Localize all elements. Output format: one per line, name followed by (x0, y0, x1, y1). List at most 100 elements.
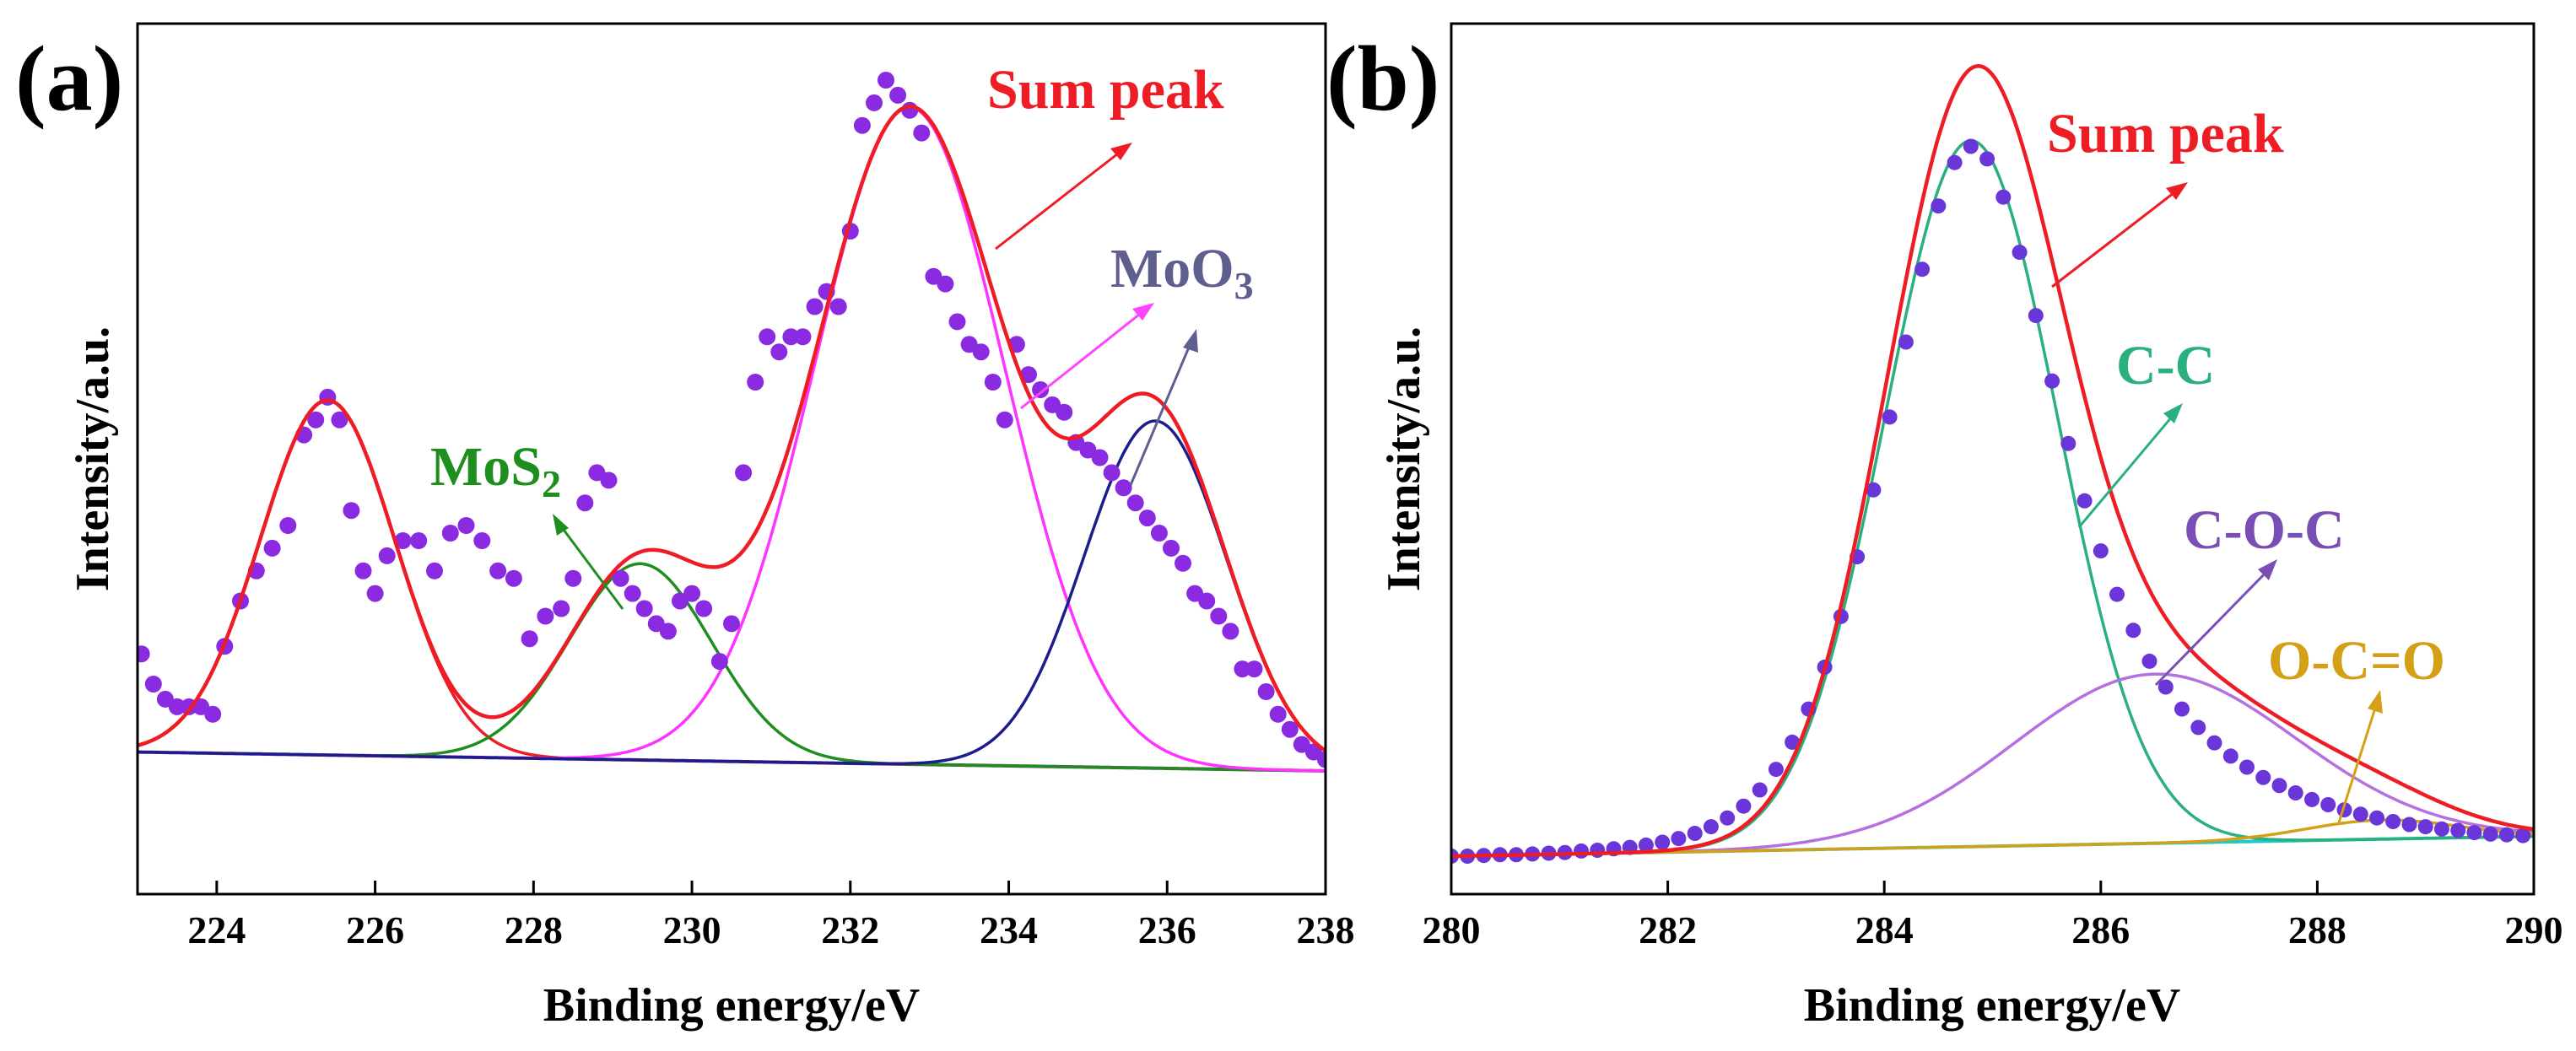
panel-a-x-tick-label: 228 (505, 908, 563, 951)
panel-a-frame (136, 22, 1327, 896)
panel-b-data-point (1720, 810, 1736, 826)
panel-a-data-point (1281, 720, 1299, 738)
panel-a-sum-peak-arrow-head (1110, 143, 1132, 160)
panel-b-data-point (1947, 154, 1963, 170)
panel-b-data-point (1898, 334, 1914, 350)
panel-b-sum-peak-curve (1451, 64, 2534, 859)
panel-a-data-point (307, 411, 325, 428)
panel-a-sum-peak-label: Sum peak (987, 59, 1224, 121)
panel-a-data-point (1210, 607, 1228, 625)
panel-b-data-point (1882, 409, 1898, 425)
panel-b-data-point (2239, 759, 2255, 775)
panel-a-x-tick-label: 236 (1138, 908, 1196, 951)
panel-a-data-point (901, 101, 919, 119)
panel-a-data-point (612, 569, 629, 587)
panel-a-data-point (331, 411, 348, 428)
panel-a-data-point (695, 600, 713, 617)
subscript: 3 (1234, 264, 1254, 307)
panel-b-data-point (1655, 834, 1671, 850)
panel-a-data-point (913, 124, 931, 142)
panel-b-data-point (2255, 769, 2271, 785)
panel-a-data-point (366, 585, 384, 602)
panel-a-data-point (168, 698, 186, 715)
panel-b-data-point (1671, 831, 1687, 847)
panel-a-data-point (759, 328, 776, 346)
panel-b-oco-label: O-C=O (2268, 630, 2445, 692)
panel-a-data-point (279, 517, 297, 534)
panel-b-x-tick-label: 286 (2071, 908, 2130, 951)
panel-b: (b) 280 282 284 286 288 290 Binding energy/eV… (1326, 22, 2563, 1032)
panel-a-data-point (747, 374, 764, 391)
panel-b-data-point (2369, 810, 2384, 826)
panel-a-data-point (263, 539, 281, 557)
panel-b-data-point (2385, 814, 2401, 829)
panel-a-data-point (683, 585, 701, 602)
panel-a-x-axis-label: Binding energy/eV (543, 979, 920, 1032)
panel-b-data-point (2222, 748, 2238, 764)
panel-b-data-point (2093, 543, 2109, 559)
panel-a-data-point (1020, 366, 1037, 384)
panel-a-data-point (144, 676, 162, 693)
panel-a-data-point (889, 86, 907, 104)
panel-a-y-axis-label: Intensity/a.u. (67, 326, 119, 591)
panel-b-data-point (1590, 843, 1606, 858)
panel-b-sum-peak-arrow-head (2166, 182, 2188, 200)
panel-a-data-point (1317, 751, 1326, 768)
panel-a-data-point (723, 615, 740, 633)
panel-a-sum-peak-arrow-line (995, 146, 1126, 251)
panel-a-data-point (426, 562, 443, 579)
panel-a-data-point (1103, 464, 1121, 482)
panel-b-cc-arrow-head (2163, 403, 2183, 423)
panel-a-data-point (829, 298, 847, 315)
panel-a-data-point (735, 464, 753, 482)
panel-a-data-point (378, 547, 396, 564)
panel-b-data-point (2271, 778, 2287, 794)
panel-b-component-1 (1451, 672, 2534, 858)
panel-b-data-point (2515, 827, 2531, 843)
panel-b-data-point (2076, 493, 2093, 509)
panel-b-data-point (1752, 782, 1768, 798)
panel-b-data-point (2109, 586, 2125, 602)
panel-a-data-point (564, 569, 582, 587)
panel-a-data-point (553, 600, 570, 617)
panel-a-data-point (806, 298, 824, 315)
panel-a-data-point (710, 653, 728, 671)
panel-a-data-point (624, 585, 641, 602)
panel-a-data-point (1163, 539, 1180, 557)
panel-a-data-point (782, 328, 800, 346)
panel-a-data-point (1269, 705, 1287, 723)
panel-a-data-point (659, 623, 677, 640)
panel-b-data-point (2450, 822, 2466, 838)
panel-a-data-point (1222, 623, 1239, 640)
panel-a-x-tick-label: 230 (663, 908, 721, 951)
panel-b-data-point (2466, 825, 2482, 841)
panel-label-b: (b) (1326, 27, 1439, 130)
panel-a-component-0 (138, 398, 1326, 773)
panel-a-data-point (1150, 525, 1168, 542)
panel-b-x-ticks: 280 282 284 286 288 290 (1423, 881, 2563, 951)
panel-a-data-point (972, 343, 990, 361)
panel-a-sum-peak-curve (138, 104, 1326, 752)
panel-a-data-point (1198, 592, 1216, 610)
panel-b-frame (1450, 22, 2535, 896)
panel-a-component-2 (138, 105, 1326, 773)
panel-a-data-point (204, 705, 222, 723)
panel-a-data-point (441, 525, 459, 542)
panel-b-data-point (2174, 701, 2190, 717)
panel-b-data-point (2401, 817, 2417, 833)
panel-a-data-point (600, 472, 618, 489)
panel-b-cc-arrow-line (2077, 410, 2179, 528)
panel-a-data-point (537, 607, 554, 625)
panel-b-x-tick-label: 290 (2505, 908, 2563, 951)
panel-a-data-point (505, 569, 522, 587)
panel-b-data-point (2320, 797, 2336, 812)
panel-a-mos2-label: MoS2 (430, 436, 561, 505)
panel-a-data-point (1032, 381, 1050, 398)
panel-a-mos2-arrow-line (557, 522, 624, 610)
panel-a-moo3-arrow-line (1129, 337, 1195, 486)
panel-a-data-point (394, 532, 412, 549)
panel-a-data-point (1138, 509, 1156, 527)
panel-a-data-point (576, 494, 594, 512)
panel-b-component-0 (1451, 138, 2534, 858)
